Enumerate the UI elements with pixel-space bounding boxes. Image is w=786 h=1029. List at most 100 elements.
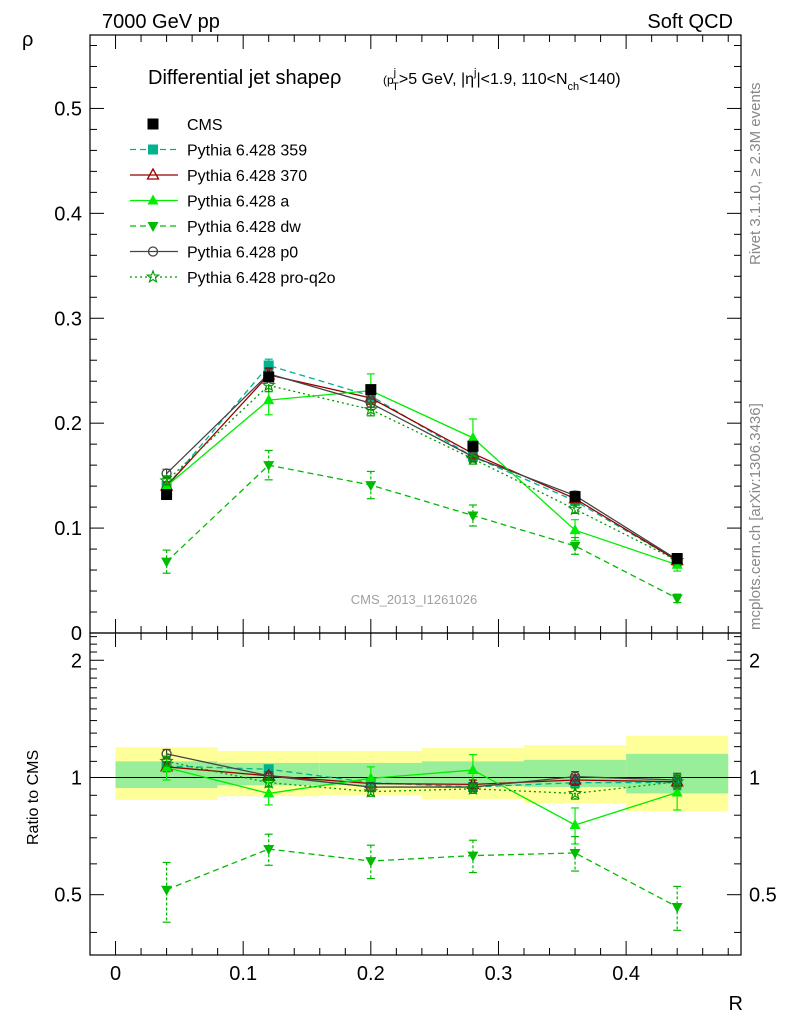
legend-marker-2 [147,194,159,205]
cms-point-0 [161,489,173,501]
legend-marker-3 [147,222,159,232]
legend-marker-4 [147,246,159,257]
cms-point-4 [569,491,581,503]
series-line-0 [166,364,678,562]
ratio-marker-5-2 [363,783,379,798]
series-marker-5-3 [465,451,481,465]
ratio-ytick-label-left: 0.5 [54,885,82,907]
ratio-line-4 [166,753,678,788]
ratio-xtick-label: 0.1 [229,963,257,985]
series-marker-3-3 [467,511,479,522]
series-line-3 [166,464,678,599]
ratio-marker-2-4 [569,819,581,830]
series-marker-2-3 [467,431,479,442]
rivet-side-label: Rivet 3.1.10, ≥ 2.3M events [747,83,764,266]
series-marker-2-4 [569,524,581,535]
ratio-plot-layer [159,748,685,931]
ratio-marker-2-5 [671,786,683,797]
ratio-marker-2-2 [365,772,377,783]
legend-label-cms: CMS [187,117,223,134]
series-3 [161,449,683,605]
subtitle-part-b: j [393,67,396,79]
ratio-marker-5-4 [567,785,583,800]
ratio-series-3 [161,833,683,931]
title-main-text: Differential jet shape [148,67,330,89]
ratio-xtick-label: 0.3 [485,963,513,985]
header-right-label: Soft QCD [647,11,733,33]
ratio-ytick-label-left: 2 [71,650,82,672]
cms-point-2 [365,384,377,396]
ratio-marker-3-4 [569,848,581,859]
ratio-marker-4-4 [569,771,581,782]
ratio-xtick-label: 0.4 [612,963,640,985]
main-y-axis-label: ρ [22,29,33,51]
cms-point-3 [467,440,479,452]
ratio-marker-5-3 [465,781,481,795]
series-4 [161,366,683,565]
series-marker-3-0 [161,557,173,568]
ratio-ytick-label-right: 1 [749,767,760,789]
series-marker-5-2 [363,401,379,416]
series-marker-3-2 [365,481,377,492]
series-marker-5-4 [567,501,583,516]
ratio-line-2 [166,766,678,826]
cms-point-5 [671,553,683,565]
ratio-ytick-label-left: 1 [71,767,82,789]
legend-label-0: Pythia 6.428 359 [187,143,307,160]
subtitle-part-h: <140) [579,71,620,88]
header-left-label: 7000 GeV pp [102,11,220,33]
series-1 [159,367,684,566]
ratio-marker-2-1 [263,787,275,798]
ratio-ytick-label-right: 0.5 [749,885,777,907]
series-marker-0-1 [263,360,274,371]
series-marker-3-1 [263,461,275,472]
chart-subtitle: (pj T>5 GeV, |ηj|<1.9, 110<Nch<140) [383,67,621,93]
main-ytick-label: 0.2 [54,413,82,435]
legend-label-5: Pythia 6.428 pro-q2o [187,270,336,287]
ratio-marker-3-3 [467,851,479,862]
series-marker-5-1 [261,377,276,392]
subtitle-part-d: >5 GeV, |η [399,71,474,88]
ratio-marker-5-5 [669,774,685,788]
subtitle-part-c: T [392,81,399,93]
series-marker-5-0 [159,473,174,488]
ratio-marker-3-0 [161,885,173,896]
legend: CMS Pythia 6.428 359 Pythia 6.428 370 Pythi… [130,117,336,287]
subtitle-part-f: |<1.9, 110<N [477,71,568,88]
series-line-1 [166,374,678,562]
ratio-ytick-label-right: 2 [749,650,760,672]
ratio-line-1 [166,766,678,786]
ratio-marker-5-0 [159,753,174,768]
legend-label-4: Pythia 6.428 p0 [187,245,298,262]
ratio-marker-1-4 [568,772,582,785]
title-rho-text: ρ [330,67,341,89]
legend-label-1: Pythia 6.428 370 [187,168,307,185]
analysis-watermark: CMS_2013_I1261026 [351,592,478,607]
main-ytick-zero-label: 0 [71,623,82,645]
ratio-line-5 [166,760,678,795]
ratio-xtick-label: 0.2 [357,963,385,985]
ratio-xtick-label: 0 [110,963,121,985]
legend-label-3: Pythia 6.428 dw [187,219,301,236]
ratio-marker-5-1 [261,775,276,789]
cms-point-1 [263,371,275,383]
series-line-5 [166,384,678,562]
legend-marker-1 [146,167,160,180]
ratio-series-5 [159,753,685,800]
legend-label-2: Pythia 6.428 a [187,194,289,211]
series-marker-3-5 [671,594,683,605]
cms-data [161,371,683,565]
main-ytick-label: 0.3 [54,308,82,330]
ratio-marker-3-5 [671,902,683,913]
main-ytick-label: 0.4 [54,203,82,225]
mcplots-side-label: mcplots.cern.ch [arXiv:1306.3436] [747,403,764,630]
ratio-line-0 [166,765,678,788]
subtitle-part-g: ch [568,81,580,93]
ratio-line-3 [166,848,678,908]
x-axis-label: R [729,993,743,1015]
ratio-plot-frame [89,632,742,956]
series-marker-4-2 [365,398,376,409]
chart-title: Differential jet shapeρ [148,67,341,89]
